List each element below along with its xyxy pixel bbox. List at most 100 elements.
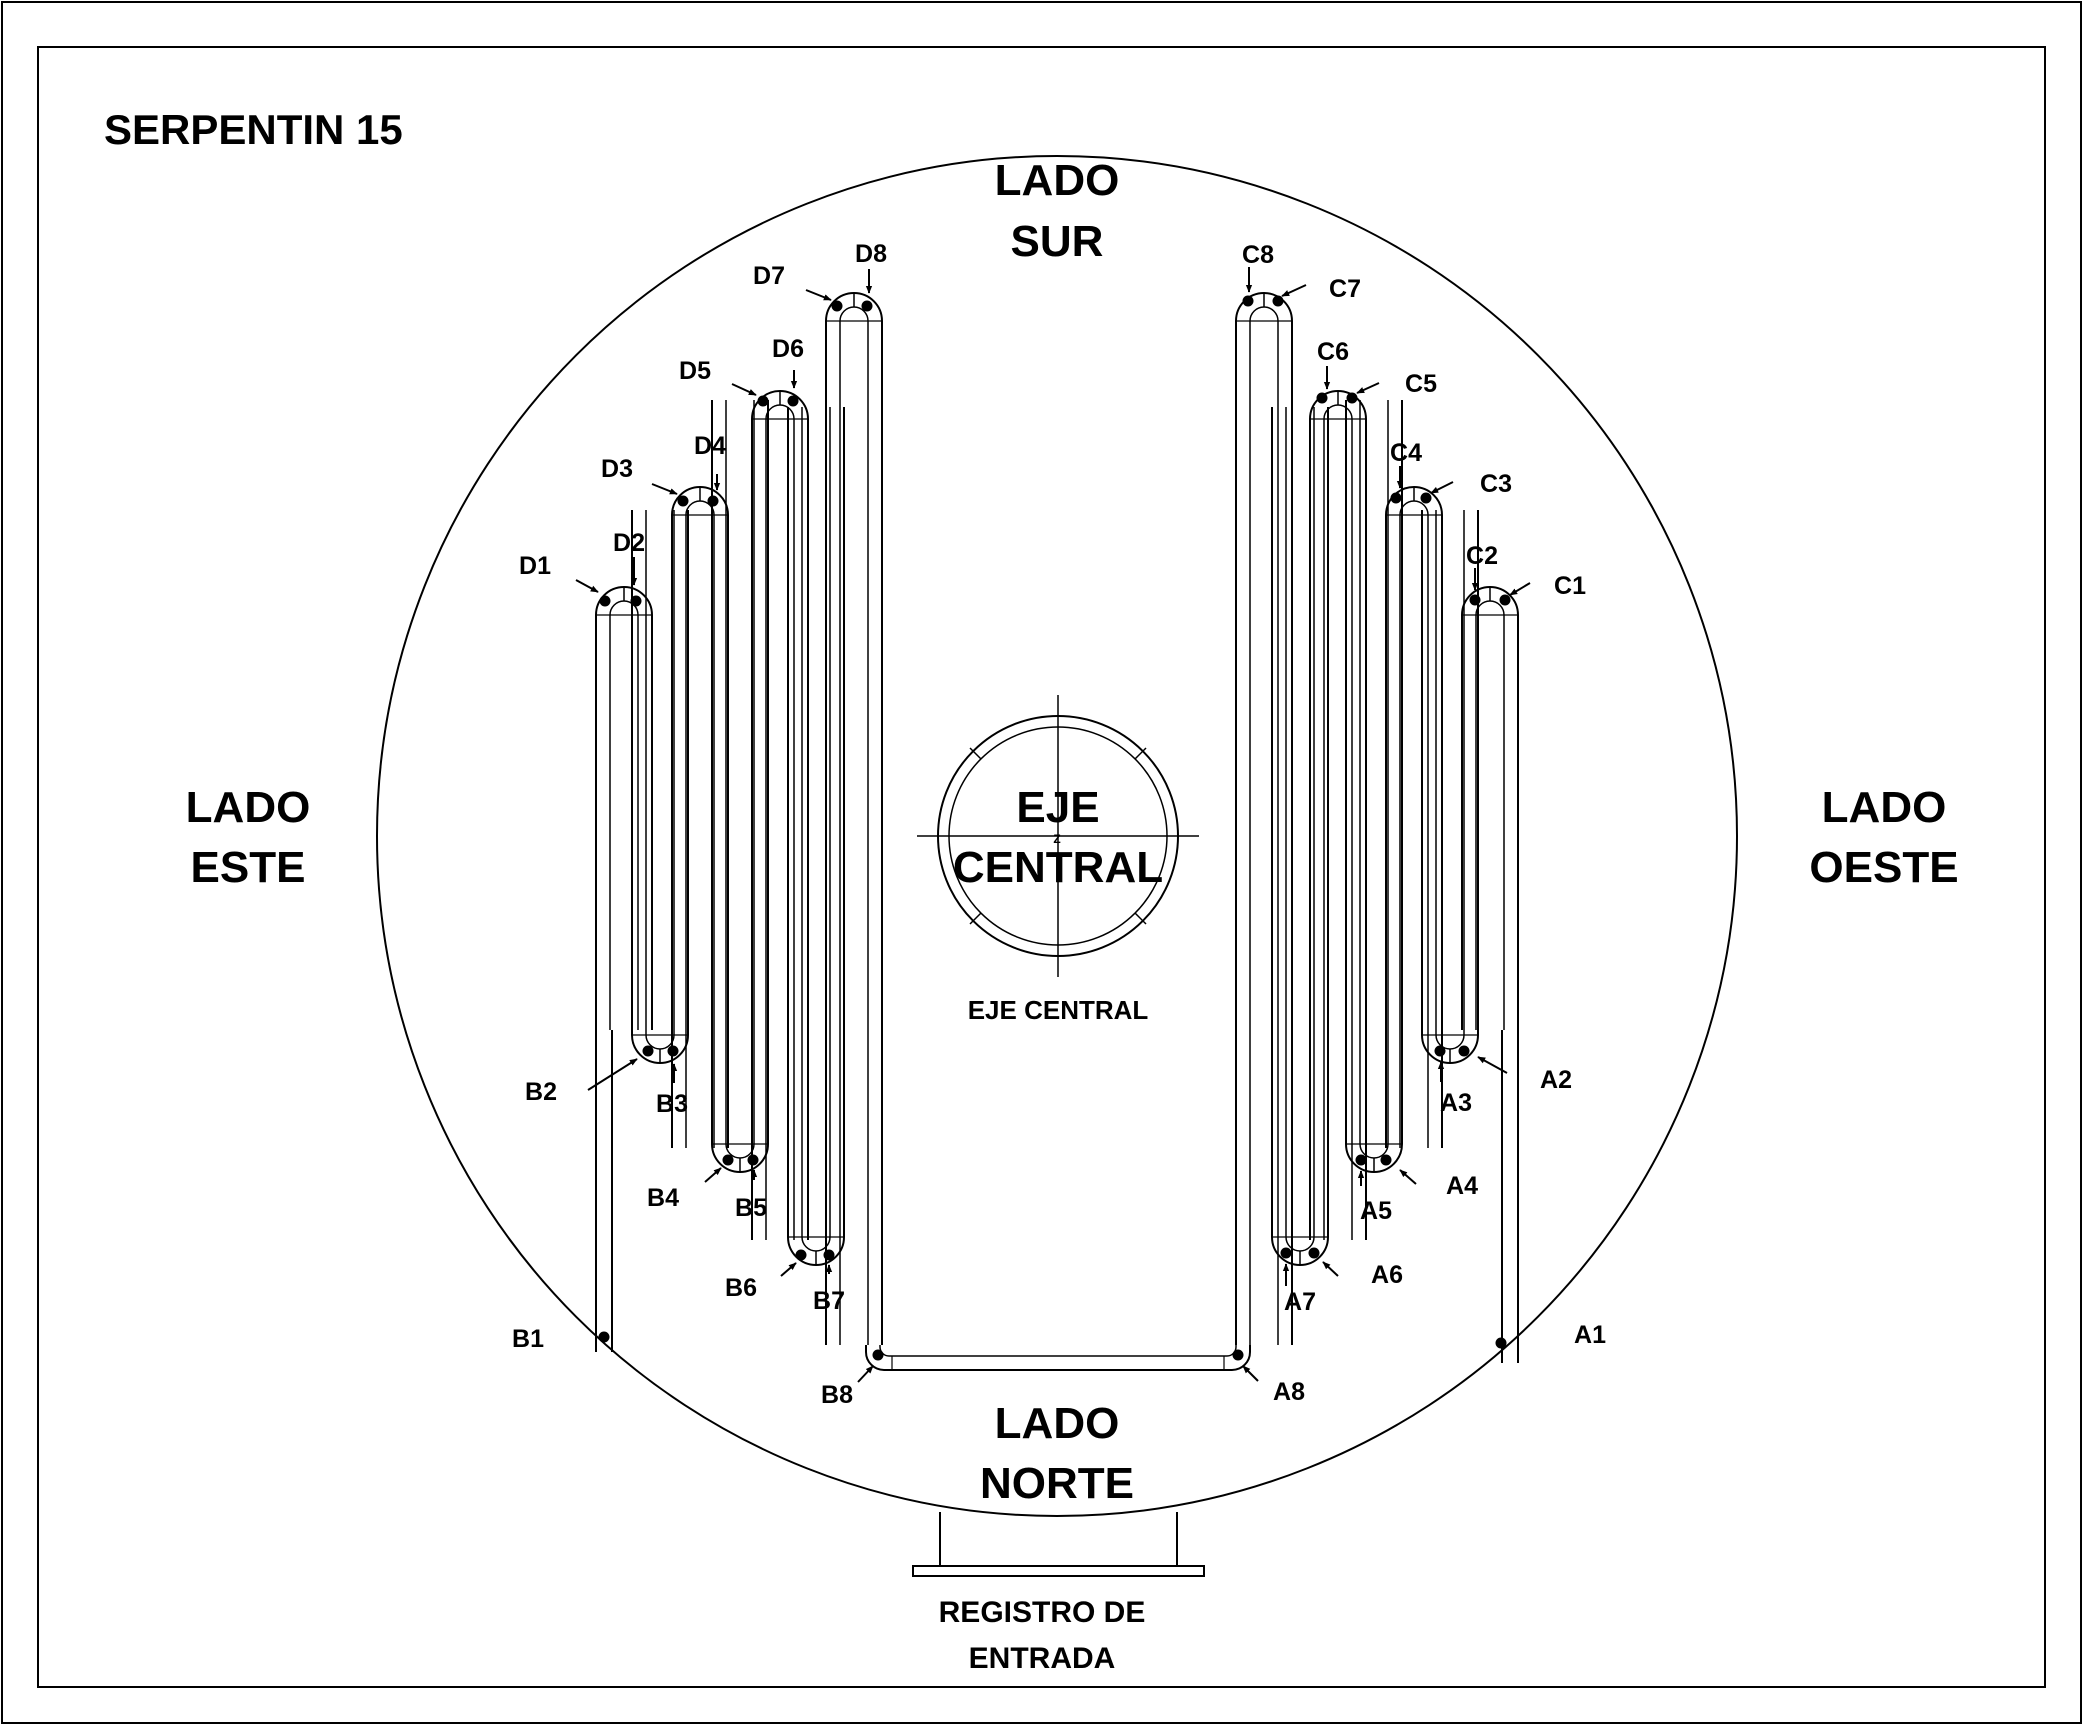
label-c8: C8 — [1242, 241, 1274, 269]
arrow-d3 — [651, 483, 678, 495]
dot-d7 — [831, 300, 843, 312]
coil-tubes — [595, 292, 1519, 1371]
coil-d5-d6 — [751, 390, 809, 1240]
lado-este-line2: ESTE — [191, 843, 306, 892]
label-b7: B7 — [813, 1287, 845, 1315]
label-a3: A3 — [1440, 1089, 1472, 1117]
coil-c7-c8 — [1235, 292, 1293, 1345]
label-a6: A6 — [1371, 1261, 1403, 1289]
label-d4: D4 — [694, 432, 726, 460]
dot-a8 — [1232, 1349, 1244, 1361]
lado-oeste-line1: LADO — [1822, 783, 1947, 832]
label-b3: B3 — [656, 1090, 688, 1118]
label-c5: C5 — [1405, 370, 1437, 398]
eje-central-line1: EJE — [1016, 783, 1099, 832]
label-d3: D3 — [601, 455, 633, 483]
lado-norte-line1: LADO — [995, 1399, 1120, 1448]
label-d7: D7 — [753, 262, 785, 290]
label-a2: A2 — [1540, 1066, 1572, 1094]
arrow-a6 — [1322, 1261, 1339, 1277]
label-a4: A4 — [1446, 1172, 1478, 1200]
coil-connection-dots — [598, 295, 1511, 1361]
dot-b6 — [795, 1249, 807, 1261]
arrow-b4 — [704, 1167, 722, 1183]
coil-c5-c6 — [1309, 390, 1367, 1240]
dot-a3 — [1434, 1045, 1446, 1057]
dot-d5 — [757, 395, 769, 407]
label-d5: D5 — [679, 357, 711, 385]
dot-a2 — [1458, 1045, 1470, 1057]
coil-a2-a3 — [1421, 510, 1479, 1064]
arrow-a2 — [1477, 1056, 1508, 1074]
label-c3: C3 — [1480, 470, 1512, 498]
dot-a4 — [1380, 1154, 1392, 1166]
coil-b6-b7 — [787, 407, 845, 1266]
label-b2: B2 — [525, 1078, 557, 1106]
dot-d1 — [599, 595, 611, 607]
arrow-c1 — [1509, 582, 1531, 596]
label-c4: C4 — [1390, 439, 1422, 467]
inner-border — [37, 46, 2046, 1688]
dot-d4 — [707, 495, 719, 507]
registro-nozzle — [912, 1512, 1205, 1577]
label-a5: A5 — [1360, 1197, 1392, 1225]
diagram-title: SERPENTIN 15 — [104, 106, 403, 153]
dot-c8 — [1242, 295, 1254, 307]
label-b4: B4 — [647, 1184, 679, 1212]
label-arrows — [575, 267, 1531, 1383]
dot-d6 — [787, 395, 799, 407]
arrow-d1 — [575, 579, 599, 593]
label-c7: C7 — [1329, 275, 1361, 303]
label-c2: C2 — [1466, 542, 1498, 570]
registro-line1: REGISTRO DE — [939, 1596, 1146, 1629]
dot-d2 — [630, 595, 642, 607]
lado-norte-line2: NORTE — [980, 1459, 1134, 1508]
dot-c5 — [1346, 392, 1358, 404]
coil-a6-a7 — [1271, 407, 1329, 1266]
dot-b7 — [823, 1249, 835, 1261]
dot-b4 — [722, 1154, 734, 1166]
lado-sur-line1: LADO — [995, 156, 1120, 205]
dot-b5 — [747, 1154, 759, 1166]
label-b8: B8 — [821, 1381, 853, 1409]
dot-c3 — [1420, 492, 1432, 504]
label-b6: B6 — [725, 1274, 757, 1302]
z-mark: Z — [1053, 832, 1060, 846]
label-a1: A1 — [1574, 1321, 1606, 1349]
eje-central-caption: EJE CENTRAL — [968, 995, 1149, 1025]
point-labels: D1 D2 D3 D4 D5 D6 D7 D8 C8 C7 C6 C5 C4 C3 C2 C1 B2 B3 B4 B5… — [512, 240, 1606, 1409]
dot-c6 — [1316, 392, 1328, 404]
coil-b4-b5 — [711, 400, 769, 1173]
eje-central-line2: CENTRAL — [953, 843, 1163, 892]
arrow-d5 — [731, 383, 757, 396]
dot-c4 — [1390, 492, 1402, 504]
central-shaft — [917, 695, 1199, 977]
dot-b8 — [872, 1349, 884, 1361]
arrow-c5 — [1356, 382, 1380, 394]
coil-c3-c4 — [1385, 486, 1443, 1148]
arrow-b6 — [780, 1262, 797, 1277]
label-c6: C6 — [1317, 338, 1349, 366]
label-a7: A7 — [1284, 1288, 1316, 1316]
lado-oeste-line2: OESTE — [1809, 843, 1958, 892]
coil-c1-c2 — [1461, 586, 1519, 1030]
dot-a7 — [1280, 1247, 1292, 1259]
label-d8: D8 — [855, 240, 887, 268]
arrow-a8 — [1242, 1365, 1259, 1382]
arrow-c3 — [1430, 481, 1454, 494]
label-d6: D6 — [772, 335, 804, 363]
label-c1: C1 — [1554, 572, 1586, 600]
lado-sur-line2: SUR — [1011, 217, 1104, 266]
dot-a1 — [1495, 1337, 1507, 1349]
label-d1: D1 — [519, 552, 551, 580]
dot-b2 — [642, 1045, 654, 1057]
coil-d3-d4 — [671, 486, 729, 1148]
label-b1: B1 — [512, 1325, 544, 1353]
dot-b1 — [598, 1331, 610, 1343]
dot-d8 — [861, 300, 873, 312]
arrow-b8 — [857, 1365, 874, 1383]
dot-a5 — [1355, 1154, 1367, 1166]
arrow-d7 — [805, 289, 832, 301]
